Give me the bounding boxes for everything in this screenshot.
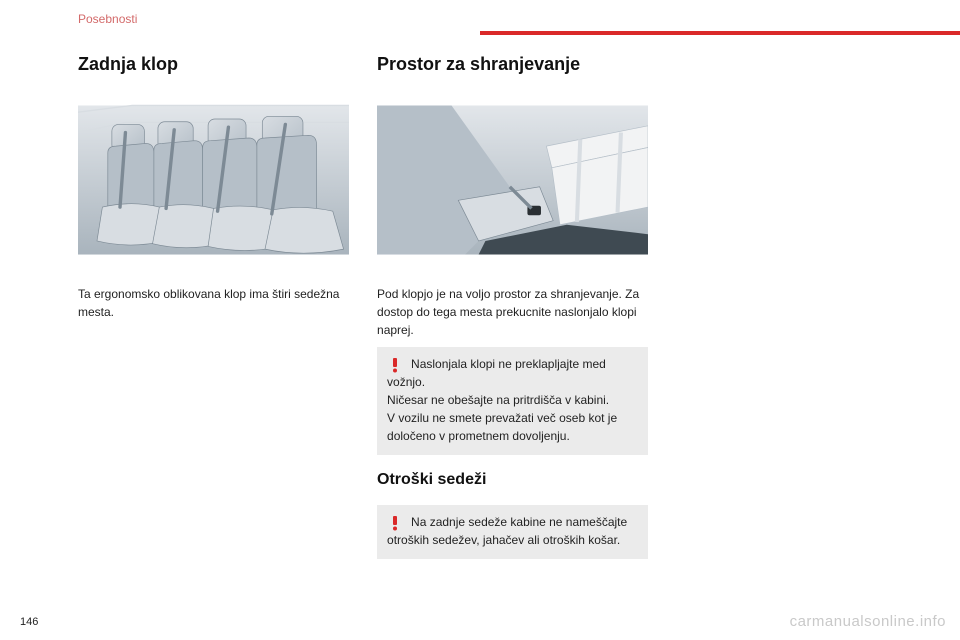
figure-rear-bench <box>78 85 349 275</box>
note-storage-warning: Naslonjala klopi ne preklapljajte med vo… <box>377 347 648 455</box>
col-spacer <box>676 54 920 610</box>
note-child-seats-text: Na zadnje sedeže kabine ne nameščajte ot… <box>387 515 627 547</box>
caption-rear-bench: Ta ergonomsko oblikovana klop ima štiri … <box>78 285 349 321</box>
heading-storage: Prostor za shranjevanje <box>377 54 648 75</box>
note-storage-line3: V vozilu ne smete prevažati več oseb kot… <box>387 411 617 443</box>
content-area: Zadnja klop <box>78 54 920 610</box>
header-rule-right <box>480 31 960 35</box>
col-right: Prostor za shranjevanje <box>377 54 648 610</box>
heading-child-seats: Otroški sedeži <box>377 471 648 489</box>
header-rule <box>0 31 960 35</box>
figure-storage <box>377 85 648 275</box>
caption-storage: Pod klopjo je na voljo prostor za shranj… <box>377 285 648 339</box>
header-rule-left <box>0 31 480 35</box>
note-child-seats: Na zadnje sedeže kabine ne nameščajte ot… <box>377 505 648 559</box>
note-storage-line1: Naslonjala klopi ne preklapljajte med vo… <box>387 357 606 389</box>
heading-rear-bench: Zadnja klop <box>78 54 349 75</box>
warning-icon <box>387 357 403 373</box>
storage-illustration-icon <box>377 85 648 275</box>
watermark: carmanualsonline.info <box>790 613 946 630</box>
rear-bench-illustration-icon <box>78 85 349 275</box>
col-left: Zadnja klop <box>78 54 349 610</box>
page-number: 146 <box>20 616 38 628</box>
note-storage-line2: Ničesar ne obešajte na pritrdišča v kabi… <box>387 393 609 407</box>
section-label: Posebnosti <box>78 12 137 26</box>
warning-icon <box>387 515 403 531</box>
